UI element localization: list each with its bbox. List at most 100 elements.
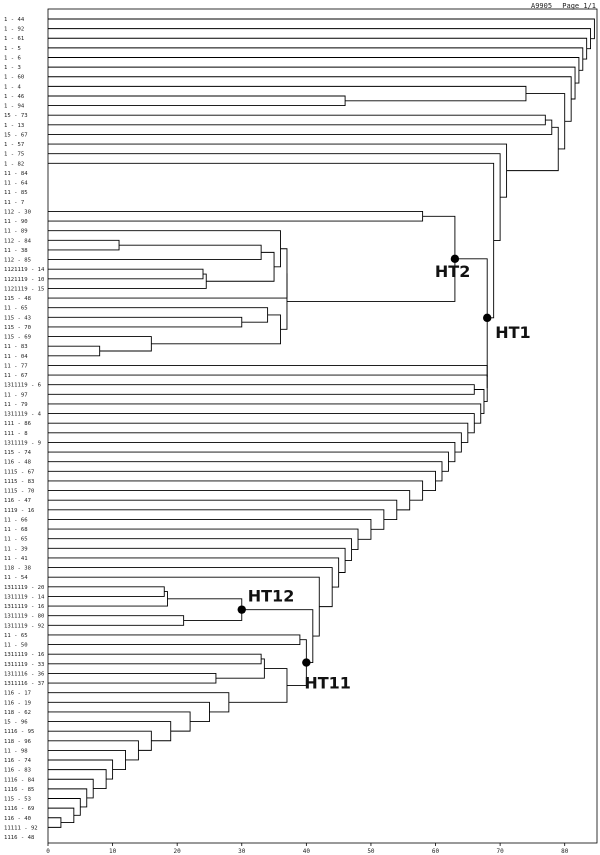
leaf-label: 11 - 68 [4, 527, 28, 533]
leaf-label: 115 - 70 [4, 325, 31, 331]
dendrogram-branch [48, 76, 572, 122]
dendrogram-branch [167, 598, 243, 621]
axis-tick-label: 70 [497, 848, 505, 855]
leaf-label: 1 - 57 [4, 142, 24, 148]
dendrogram-branch [48, 28, 591, 50]
leaf-label: 11 - 89 [4, 229, 28, 235]
dataset-code: A9905 [530, 2, 553, 10]
dendrogram-branch [48, 18, 595, 40]
dendrogram-branch [48, 85, 527, 102]
dendrogram-branch [48, 374, 488, 402]
dendrogram-branch [48, 759, 114, 780]
dendrogram-branch [48, 248, 288, 299]
leaf-label: 1311119 - 33 [4, 662, 44, 668]
cluster-label: HT1 [495, 323, 530, 342]
dendrogram-branch [48, 244, 262, 261]
dendrogram-branch [48, 66, 576, 100]
leaf-label: 118 - 62 [4, 710, 31, 716]
leaf-label: 116 - 48 [4, 460, 32, 466]
cluster-label: HT12 [248, 587, 295, 606]
leaf-label: 1 - 46 [4, 94, 24, 100]
leaf-label: 116 - 47 [4, 498, 31, 504]
leaf-label: 15 - 96 [4, 720, 28, 726]
dendrogram-branch [48, 153, 501, 242]
leaf-label: 1311119 - 14 [4, 594, 45, 600]
leaf-label: 11 - 98 [4, 748, 28, 754]
leaf-label: 111 - 8 [4, 431, 28, 437]
dendrogram-branch [48, 653, 262, 665]
page-header: A9905 Page 1/1 [525, 2, 596, 10]
dendrogram-branch [280, 273, 288, 330]
dendrogram-branch [48, 567, 333, 608]
leaf-label: 1311119 - 4 [4, 412, 42, 418]
leaf-label: 116 - 40 [4, 816, 31, 822]
leaf-label: 11 - 7 [4, 200, 24, 206]
leaf-label: 11 - 39 [4, 546, 28, 552]
axis-tick-label: 30 [238, 848, 246, 855]
dendrogram-branch [48, 119, 553, 135]
leaf-label: 1116 - 84 [4, 777, 35, 783]
cluster-node-marker [302, 658, 311, 667]
leaf-label: 11 - 50 [4, 643, 28, 649]
leaf-label: 11 - 41 [4, 556, 28, 562]
leaf-label: 1121119 - 14 [4, 267, 45, 273]
dendrogram-branch [48, 37, 588, 60]
dendrogram-branch [474, 389, 485, 415]
dendrogram-branch [48, 499, 398, 521]
leaf-label: 11 - 65 [4, 633, 28, 639]
leaf-label: 118 - 96 [4, 739, 31, 745]
leaf-label: 11 - 77 [4, 363, 28, 369]
leaf-label: 116 - 17 [4, 691, 31, 697]
dendrogram-branch [48, 615, 185, 626]
leaf-label: 112 - 85 [4, 258, 31, 264]
dendrogram-branch [48, 95, 346, 107]
leaf-label: 11 - 66 [4, 517, 28, 523]
dendrogram-branch [48, 769, 107, 790]
branches [48, 18, 595, 828]
leaf-label: 112 - 30 [4, 209, 31, 215]
dendrogram-branch [48, 230, 281, 268]
plot-frame [47, 8, 598, 844]
dendrogram-branch [48, 518, 372, 540]
leaf-label: 11 - 65 [4, 537, 28, 543]
leaf-label: 1311119 - 80 [4, 614, 44, 620]
dendrogram-branch [151, 314, 281, 345]
dendrogram-branch [48, 451, 449, 472]
dendrogram-branch [48, 672, 217, 684]
dendrogram-branch [48, 817, 62, 828]
cluster-node-marker [237, 605, 246, 614]
leaf-label: 11 - 83 [4, 344, 28, 350]
leaf-label: 11 - 90 [4, 219, 28, 225]
leaf-label: 11 - 79 [4, 402, 28, 408]
leaf-label: 1311119 - 16 [4, 652, 44, 658]
dendrogram-branch [206, 251, 275, 282]
dendrogram-branch [48, 336, 152, 352]
page-indicator: Page 1/1 [562, 2, 596, 10]
leaf-label: 1119 - 16 [4, 508, 34, 514]
dendrogram-branch [48, 316, 243, 328]
cluster-label: HT2 [435, 262, 470, 281]
leaf-label: 11 - 64 [4, 181, 28, 187]
leaf-label: 11111 - 92 [4, 825, 38, 831]
dendrogram-branch [48, 413, 475, 434]
dendrogram-branch [48, 788, 88, 808]
dendrogram-branch [48, 461, 443, 482]
dendrogram-branch [48, 490, 411, 511]
leaf-label: 1 - 13 [4, 123, 24, 129]
dendrogram-branch [48, 307, 269, 323]
axis-tick-label: 50 [367, 848, 375, 855]
leaf-label: 115 - 53 [4, 797, 31, 803]
x-axis: 0 10 20 30 40 50 60 70 80 [46, 843, 569, 855]
leaf-label: 1121119 - 15 [4, 286, 44, 292]
dendrogram-branch [48, 591, 168, 607]
leaf-label: 111 - 86 [4, 421, 31, 427]
dendrogram-branch [48, 345, 101, 357]
leaf-label: 1 - 75 [4, 152, 24, 158]
leaf-label: 1311119 - 6 [4, 383, 41, 389]
dendrogram-branch [48, 557, 340, 588]
dendrogram-branch [48, 239, 120, 251]
dendrogram-branch [241, 609, 314, 664]
leaf-label: 1311119 - 92 [4, 623, 44, 629]
leaf-label: 1 - 44 [4, 17, 25, 23]
leaf-label: 112 - 84 [4, 238, 32, 244]
